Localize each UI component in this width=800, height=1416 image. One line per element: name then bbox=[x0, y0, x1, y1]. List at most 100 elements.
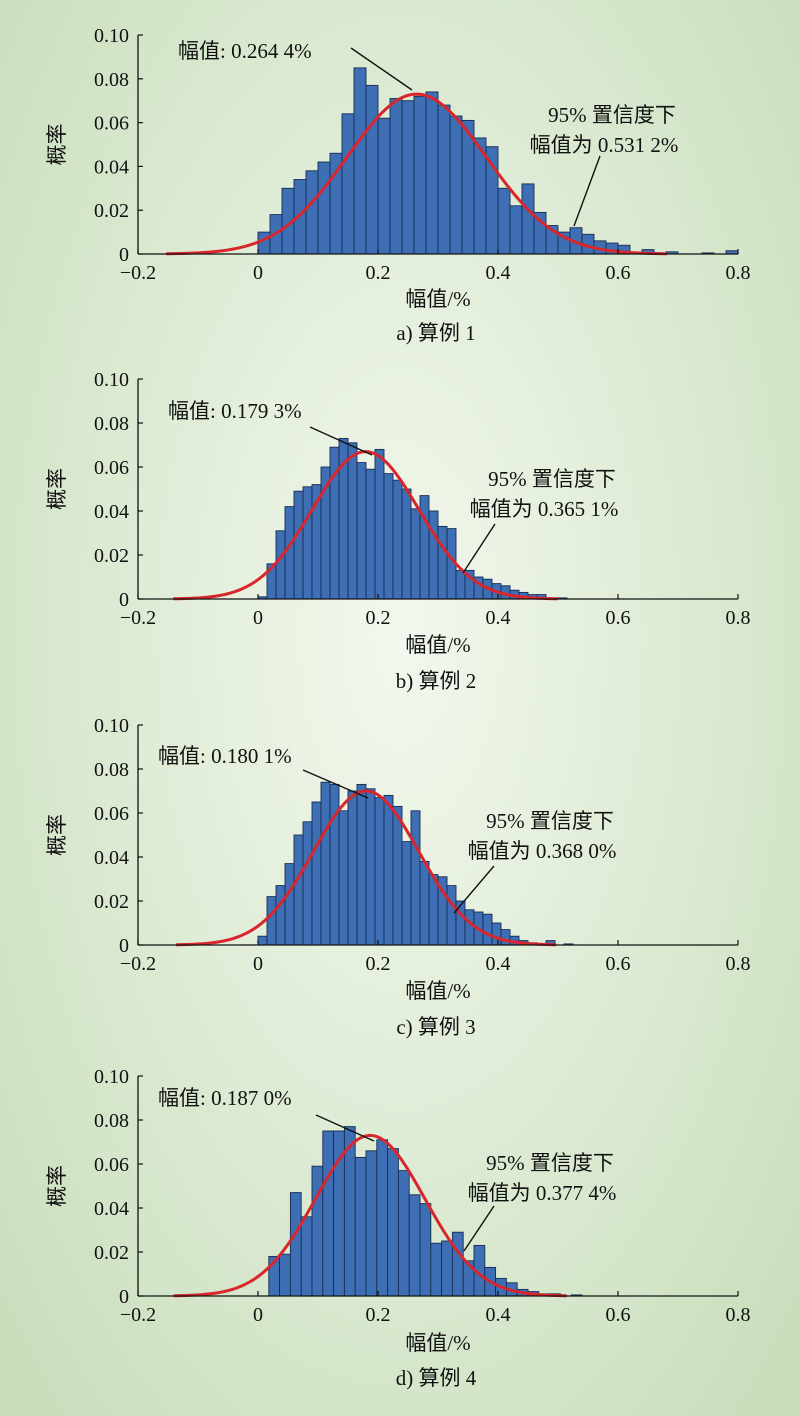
y-tick-label: 0.06 bbox=[94, 457, 129, 479]
x-tick-label: 0.2 bbox=[366, 1304, 391, 1326]
histogram-bar bbox=[329, 783, 340, 946]
ci-leader-line bbox=[463, 1205, 495, 1252]
histogram-bar bbox=[356, 783, 367, 946]
ci-leader-line bbox=[453, 865, 495, 914]
x-tick-label: 0.4 bbox=[486, 262, 511, 284]
mean-annotation: 幅值: 0.264 4% bbox=[178, 39, 312, 63]
y-axis-label: 概率 bbox=[45, 468, 69, 510]
histogram-bar bbox=[300, 1216, 313, 1297]
ci-annotation-line2: 幅值为 0.368 0% bbox=[468, 839, 617, 863]
histogram-bar bbox=[392, 479, 403, 600]
x-tick-label: −0.2 bbox=[120, 953, 156, 975]
histogram-bar bbox=[293, 490, 304, 600]
histogram-bar bbox=[461, 119, 475, 255]
histogram-bar bbox=[401, 841, 412, 946]
histogram-bar bbox=[497, 187, 511, 255]
histogram-bar bbox=[257, 935, 268, 946]
x-tick-label: 0.6 bbox=[606, 607, 631, 629]
chart-panel-2: −0.2 0 0.2 0.4 0.6 0.800.020.040.060.080.10幅值… bbox=[45, 369, 751, 693]
mean-annotation: 幅值: 0.179 3% bbox=[168, 399, 302, 423]
histogram-bar bbox=[430, 1242, 443, 1297]
chart-panel-3: −0.2 0 0.2 0.4 0.6 0.800.020.040.060.080.10幅值… bbox=[45, 715, 751, 1039]
y-tick-label: 0.04 bbox=[94, 501, 129, 523]
histogram-bar bbox=[266, 896, 277, 946]
y-axis-label: 概率 bbox=[45, 814, 69, 856]
histogram-bar bbox=[354, 1156, 367, 1297]
histogram-bar bbox=[365, 788, 376, 946]
histogram-bar bbox=[455, 569, 466, 600]
histogram-bar bbox=[365, 84, 379, 255]
histogram-bar bbox=[284, 863, 295, 946]
histogram-bars bbox=[257, 67, 739, 255]
y-tick-label: 0.06 bbox=[94, 1154, 129, 1176]
histogram-bar bbox=[410, 508, 421, 600]
chart-caption: c) 算例 3 bbox=[396, 1015, 475, 1039]
y-tick-label: 0.04 bbox=[94, 847, 129, 869]
y-tick-label: 0.02 bbox=[94, 545, 129, 567]
histogram-bar bbox=[302, 821, 313, 946]
x-tick-label: 0 bbox=[253, 262, 263, 284]
y-tick-label: 0.06 bbox=[94, 803, 129, 825]
ci-annotation-line1: 95% 置信度下 bbox=[486, 809, 614, 833]
normal-fit-curve bbox=[166, 92, 668, 256]
histogram-bar bbox=[317, 161, 331, 255]
ci-annotation-line2: 幅值为 0.377 4% bbox=[468, 1181, 617, 1205]
histogram-bar bbox=[275, 530, 286, 600]
histogram-bar bbox=[279, 1253, 291, 1297]
y-tick-label: 0.10 bbox=[94, 1066, 129, 1088]
histogram-bar bbox=[428, 510, 439, 600]
chart-panel-1: −0.2 0 0.2 0.4 0.6 0.800.020.040.060.080.10幅值… bbox=[45, 25, 751, 345]
histogram-bar bbox=[408, 1194, 421, 1297]
histogram-bar bbox=[341, 113, 355, 255]
histogram-bar bbox=[365, 468, 376, 600]
histogram-bar bbox=[356, 462, 367, 600]
histogram-bar bbox=[482, 913, 493, 946]
histogram-bar bbox=[451, 1231, 464, 1297]
y-tick-label: 0 bbox=[119, 244, 129, 266]
histogram-bar bbox=[293, 834, 304, 946]
histogram-bar bbox=[389, 98, 403, 255]
x-tick-label: 0.8 bbox=[726, 1304, 751, 1326]
mean-leader-line bbox=[350, 47, 413, 91]
histogram-bar bbox=[338, 810, 349, 946]
x-tick-label: 0.4 bbox=[486, 607, 511, 629]
histogram-bar bbox=[305, 170, 319, 255]
x-axis-label: 幅值/% bbox=[405, 633, 470, 657]
y-tick-label: 0.10 bbox=[94, 369, 129, 391]
y-axis-label: 概率 bbox=[45, 1165, 69, 1207]
mean-annotation: 幅值: 0.180 1% bbox=[158, 744, 292, 768]
histogram-bar bbox=[449, 115, 463, 255]
y-tick-label: 0.02 bbox=[94, 1242, 129, 1264]
x-tick-label: −0.2 bbox=[120, 607, 156, 629]
histogram-bar bbox=[347, 790, 358, 946]
histogram-bar bbox=[441, 1240, 453, 1297]
y-tick-label: 0.02 bbox=[94, 891, 129, 913]
x-axis-label: 幅值/% bbox=[405, 979, 470, 1003]
histogram-bar bbox=[387, 1148, 399, 1297]
ci-annotation-line1: 95% 置信度下 bbox=[548, 103, 676, 127]
y-tick-label: 0.06 bbox=[94, 113, 129, 135]
y-tick-label: 0.10 bbox=[94, 25, 129, 47]
histogram-bar bbox=[419, 1203, 432, 1297]
histogram-bar bbox=[374, 797, 385, 946]
mean-leader-line bbox=[302, 769, 369, 799]
y-tick-label: 0.10 bbox=[94, 715, 129, 737]
x-tick-label: 0.2 bbox=[366, 953, 391, 975]
histogram-bar bbox=[491, 922, 502, 946]
histogram-bar bbox=[455, 900, 466, 946]
x-tick-label: −0.2 bbox=[120, 262, 156, 284]
x-tick-label: 0 bbox=[253, 607, 263, 629]
histogram-bars bbox=[257, 437, 568, 600]
histogram-bar bbox=[302, 486, 313, 600]
histogram-bar bbox=[377, 117, 391, 255]
x-tick-label: 0.8 bbox=[726, 953, 751, 975]
chart-caption: d) 算例 4 bbox=[396, 1366, 477, 1390]
histogram-bar bbox=[311, 801, 322, 946]
histogram-bar bbox=[383, 794, 394, 946]
histogram-bar bbox=[521, 183, 535, 255]
x-tick-label: 0.6 bbox=[606, 262, 631, 284]
ci-leader-line bbox=[573, 155, 601, 227]
histogram-bar bbox=[401, 100, 415, 255]
histogram-bar bbox=[437, 104, 451, 255]
